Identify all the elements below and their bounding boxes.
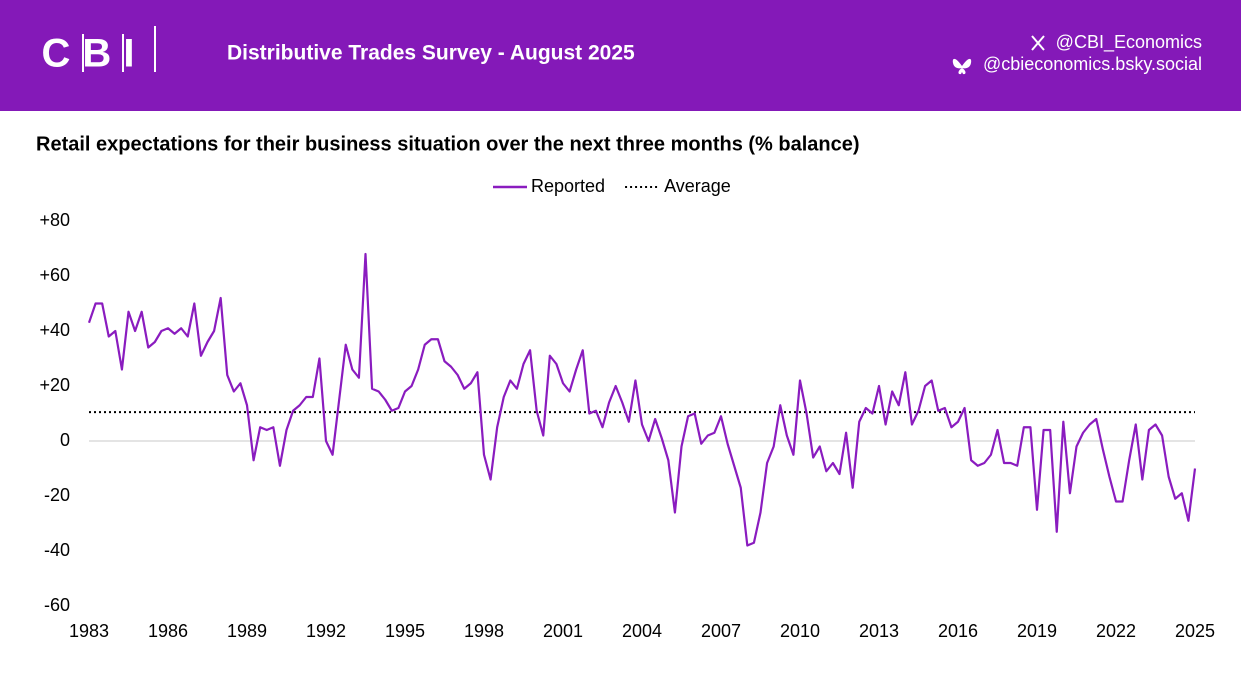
x-tick-label: 2025	[1175, 621, 1215, 641]
y-tick-label: -20	[44, 485, 70, 505]
bluesky-icon	[952, 58, 972, 75]
y-tick-label: -40	[44, 540, 70, 560]
x-tick-label: 2007	[701, 621, 741, 641]
chart-title: Retail expectations for their business s…	[36, 133, 860, 155]
x-tick-label: 1998	[464, 621, 504, 641]
y-tick-label: -60	[44, 595, 70, 615]
x-tick-label: 2022	[1096, 621, 1136, 641]
x-tick-label: 1989	[227, 621, 267, 641]
header-title: Distributive Trades Survey - August 2025	[227, 42, 635, 65]
x-tick-label: 1986	[148, 621, 188, 641]
x-tick-label: 2001	[543, 621, 583, 641]
y-tick-label: +40	[39, 320, 70, 340]
logo: CBI	[42, 32, 147, 76]
x-icon	[1031, 35, 1045, 51]
social-handle: @cbieconomics.bsky.social	[983, 54, 1202, 74]
x-tick-label: 2013	[859, 621, 899, 641]
x-tick-label: 2019	[1017, 621, 1057, 641]
x-tick-label: 2016	[938, 621, 978, 641]
legend-label: Reported	[531, 176, 605, 196]
social-handle: @CBI_Economics	[1056, 32, 1202, 53]
x-tick-label: 1995	[385, 621, 425, 641]
x-tick-label: 2004	[622, 621, 662, 641]
x-tick-label: 1992	[306, 621, 346, 641]
y-tick-label: +80	[39, 210, 70, 230]
y-tick-label: +20	[39, 375, 70, 395]
y-tick-label: +60	[39, 265, 70, 285]
x-tick-label: 2010	[780, 621, 820, 641]
legend-label: Average	[664, 176, 731, 196]
data-line	[87, 252, 1197, 547]
x-tick-label: 1983	[69, 621, 109, 641]
y-tick-label: 0	[60, 430, 70, 450]
header-band	[0, 0, 1241, 111]
